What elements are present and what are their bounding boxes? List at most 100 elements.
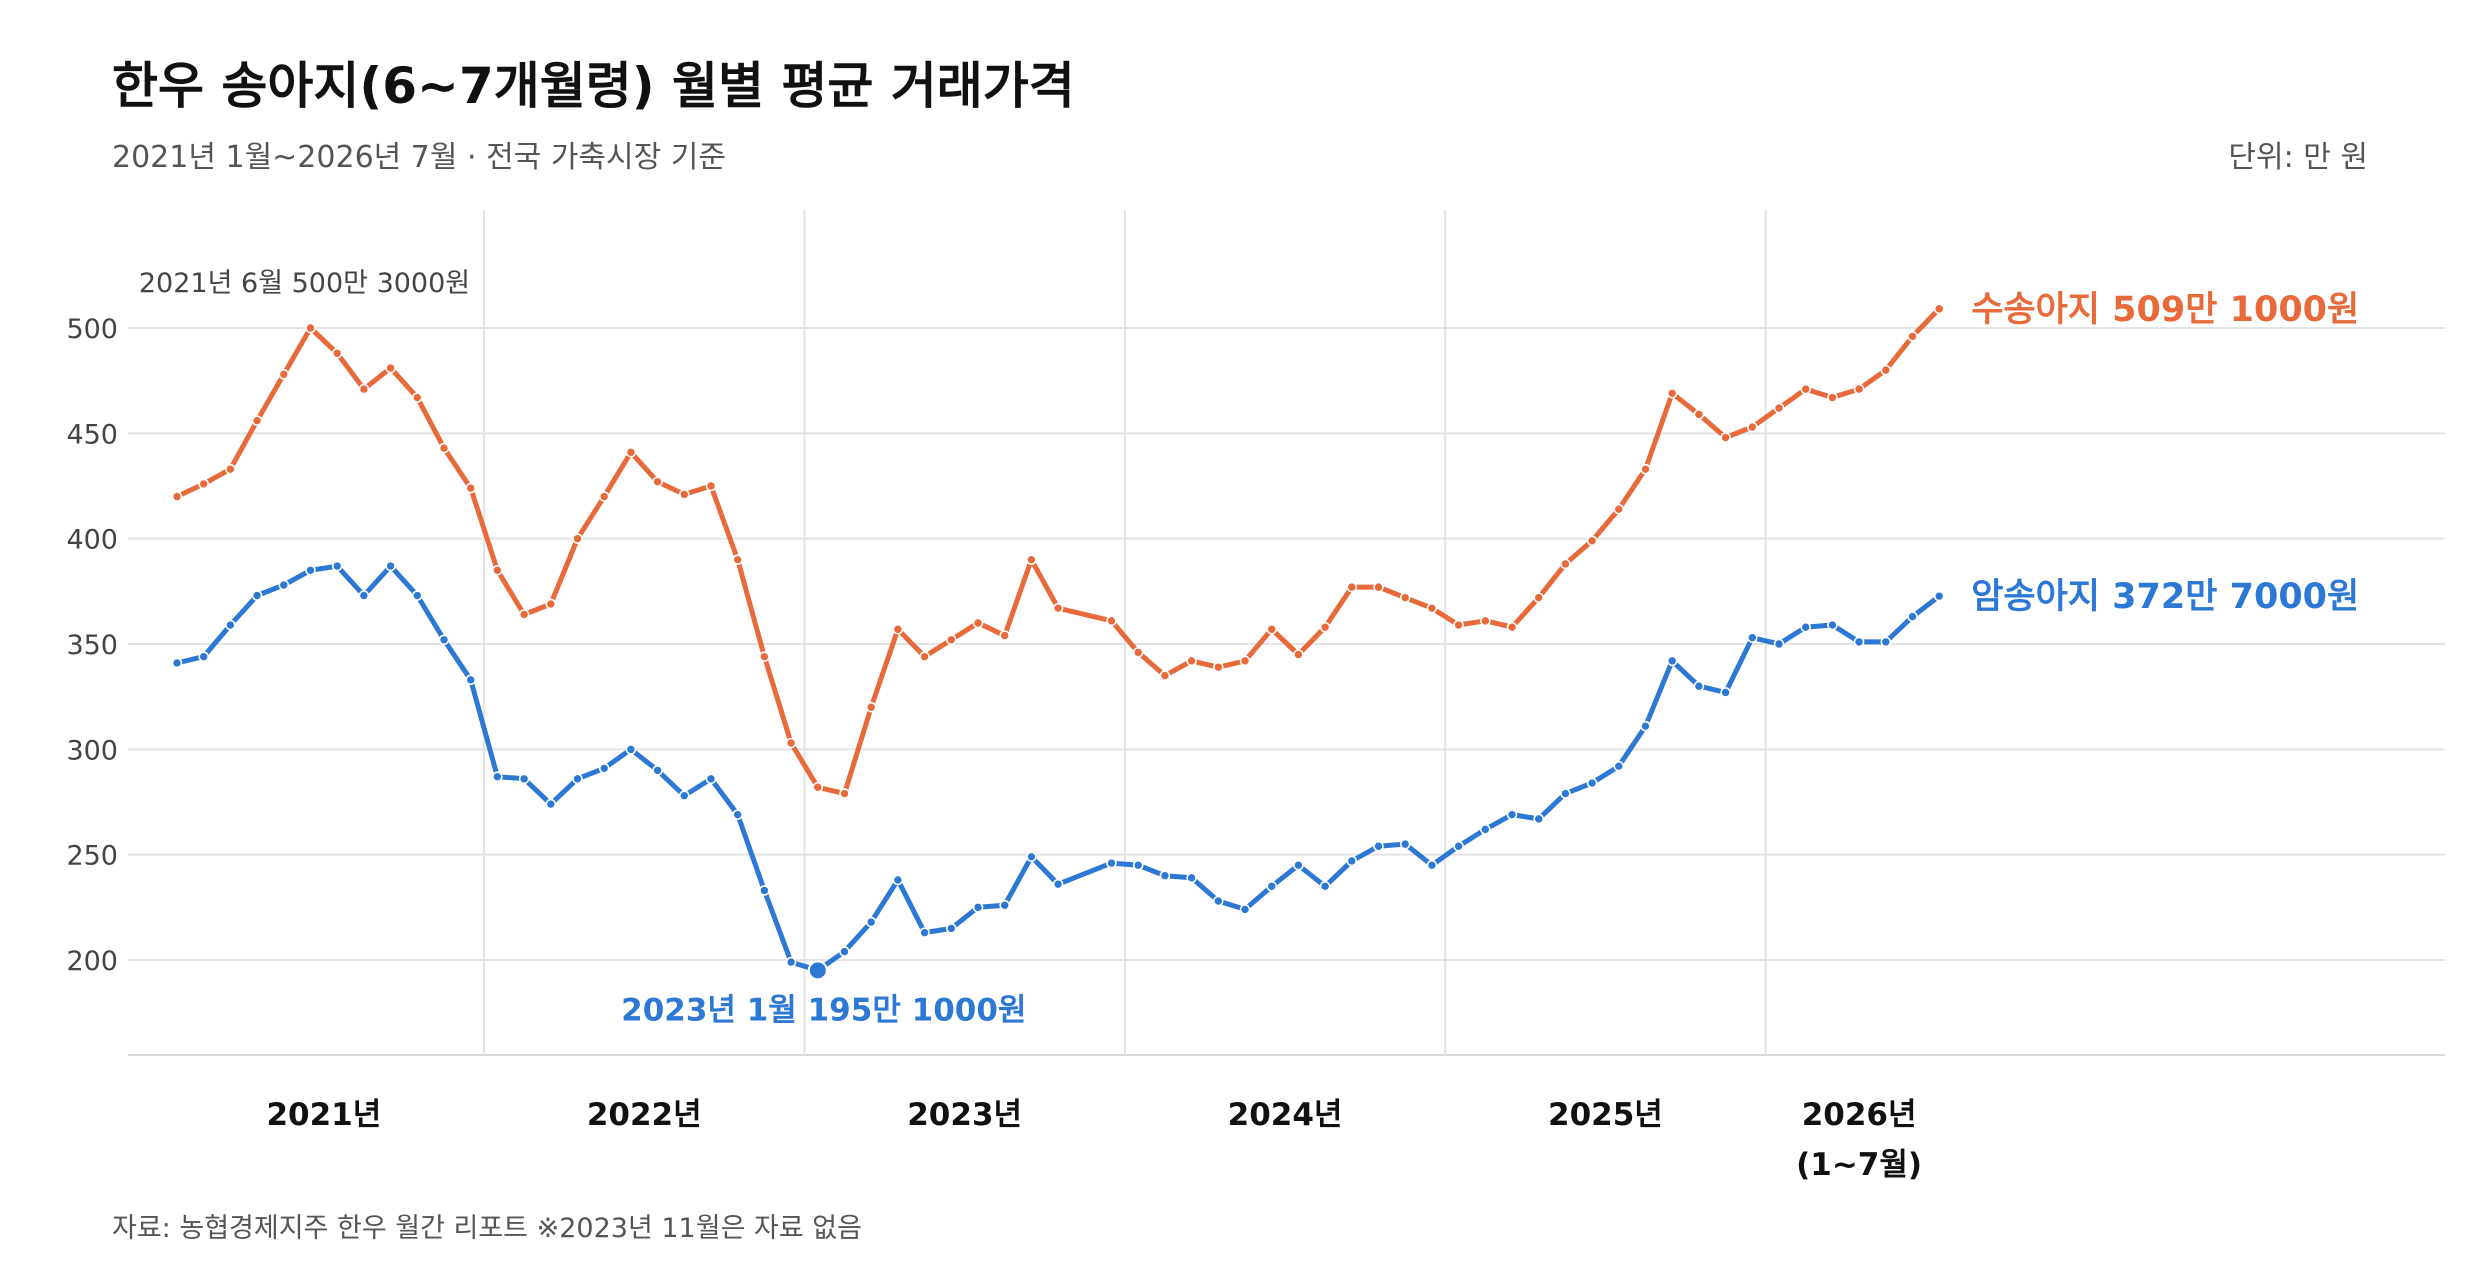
data-point — [1026, 554, 1037, 566]
data-point — [1907, 331, 1918, 342]
data-point — [171, 491, 183, 502]
data-point — [1666, 655, 1678, 667]
data-point — [1880, 636, 1892, 648]
data-point — [225, 619, 236, 631]
x-tick-label: 2022년 — [587, 1097, 702, 1133]
data-point — [598, 762, 610, 774]
data-point — [1159, 670, 1171, 681]
annotation-max: 2021년 6월 500만 3000원 — [139, 268, 470, 299]
data-point — [1346, 581, 1358, 593]
data-point — [385, 560, 396, 572]
data-point — [1720, 687, 1731, 698]
data-point — [1907, 611, 1918, 622]
data-point — [1560, 558, 1571, 570]
data-point — [572, 773, 583, 785]
x-tick-label: 2026년 — [1802, 1097, 1917, 1133]
data-point — [1933, 303, 1945, 315]
series-line-수송아지 — [174, 306, 1942, 797]
data-point — [331, 347, 343, 359]
data-point — [492, 564, 503, 576]
series-end-label: 수송아지 509만 1000원 — [1971, 290, 2359, 330]
data-point — [1293, 859, 1304, 871]
data-point — [1186, 655, 1197, 667]
data-point — [999, 630, 1011, 641]
data-point — [1506, 809, 1518, 820]
series-end-label: 암송아지 372만 7000원 — [1971, 577, 2359, 617]
data-point — [518, 609, 530, 620]
data-point — [892, 874, 904, 886]
x-tick-label: 2024년 — [1228, 1097, 1343, 1133]
data-point — [1106, 615, 1117, 627]
data-point — [972, 617, 984, 629]
data-point — [1853, 636, 1865, 648]
data-point — [1586, 777, 1598, 789]
data-point — [919, 651, 930, 662]
data-point — [972, 902, 984, 913]
data-point — [1239, 655, 1251, 667]
data-point — [438, 442, 450, 454]
data-point — [1213, 895, 1224, 907]
data-point — [919, 927, 930, 938]
data-point — [1132, 647, 1144, 658]
data-point — [358, 383, 370, 395]
data-point — [171, 657, 183, 669]
data-point — [1106, 857, 1117, 869]
data-point — [305, 322, 316, 334]
data-point — [705, 480, 717, 492]
data-point — [1026, 851, 1037, 863]
data-point — [1666, 388, 1678, 399]
data-point — [411, 590, 423, 601]
data-point — [1933, 590, 1945, 602]
series-line-암송아지 — [174, 563, 1942, 973]
data-point — [198, 651, 209, 662]
data-point — [598, 491, 610, 502]
data-point — [839, 788, 850, 799]
chart-title: 한우 송아지(6~7개월령) 월별 평균 거래가격 — [112, 57, 1075, 115]
data-point — [1319, 621, 1331, 633]
y-tick-label: 450 — [66, 419, 118, 450]
data-point — [1319, 880, 1331, 892]
data-point — [1399, 592, 1411, 603]
axis-labels: 200 250 300 350 400 450 500 2021년 2022년 2023년 2024… — [66, 314, 1922, 1183]
data-point — [251, 415, 263, 426]
data-point — [625, 744, 637, 755]
y-tick-label: 250 — [66, 841, 118, 872]
data-point — [1186, 872, 1197, 884]
data-point — [1613, 503, 1625, 515]
annotation-min: 2023년 1월 195만 1000원 — [621, 992, 1026, 1028]
data-point — [1533, 592, 1544, 603]
data-point — [1827, 392, 1838, 403]
data-point — [545, 598, 557, 610]
data-point — [1426, 859, 1438, 871]
data-point — [572, 533, 583, 544]
data-point — [1613, 760, 1625, 772]
data-point — [1426, 602, 1438, 614]
data-point — [305, 564, 316, 576]
data-point — [331, 560, 343, 572]
data-point — [1800, 383, 1811, 395]
data-point — [732, 554, 744, 566]
data-point — [385, 362, 396, 374]
data-point — [1480, 824, 1491, 835]
data-point — [411, 392, 423, 403]
data-point — [1640, 463, 1651, 475]
data-point — [1693, 409, 1705, 420]
data-point — [1453, 840, 1464, 852]
y-tick-label: 300 — [66, 735, 118, 766]
data-point — [1346, 855, 1358, 867]
data-point — [652, 476, 663, 488]
data-point — [1800, 621, 1811, 633]
data-point — [278, 369, 290, 380]
data-point — [358, 590, 370, 601]
data-point — [1239, 904, 1251, 915]
data-point — [652, 765, 663, 776]
min-point-marker — [807, 960, 828, 981]
x-tick-label: 2021년 — [266, 1097, 381, 1133]
data-point — [1773, 402, 1785, 414]
data-point — [1586, 535, 1598, 547]
data-point — [1640, 720, 1651, 732]
data-point — [945, 634, 957, 646]
y-tick-label: 500 — [66, 314, 118, 345]
data-point — [518, 773, 530, 785]
